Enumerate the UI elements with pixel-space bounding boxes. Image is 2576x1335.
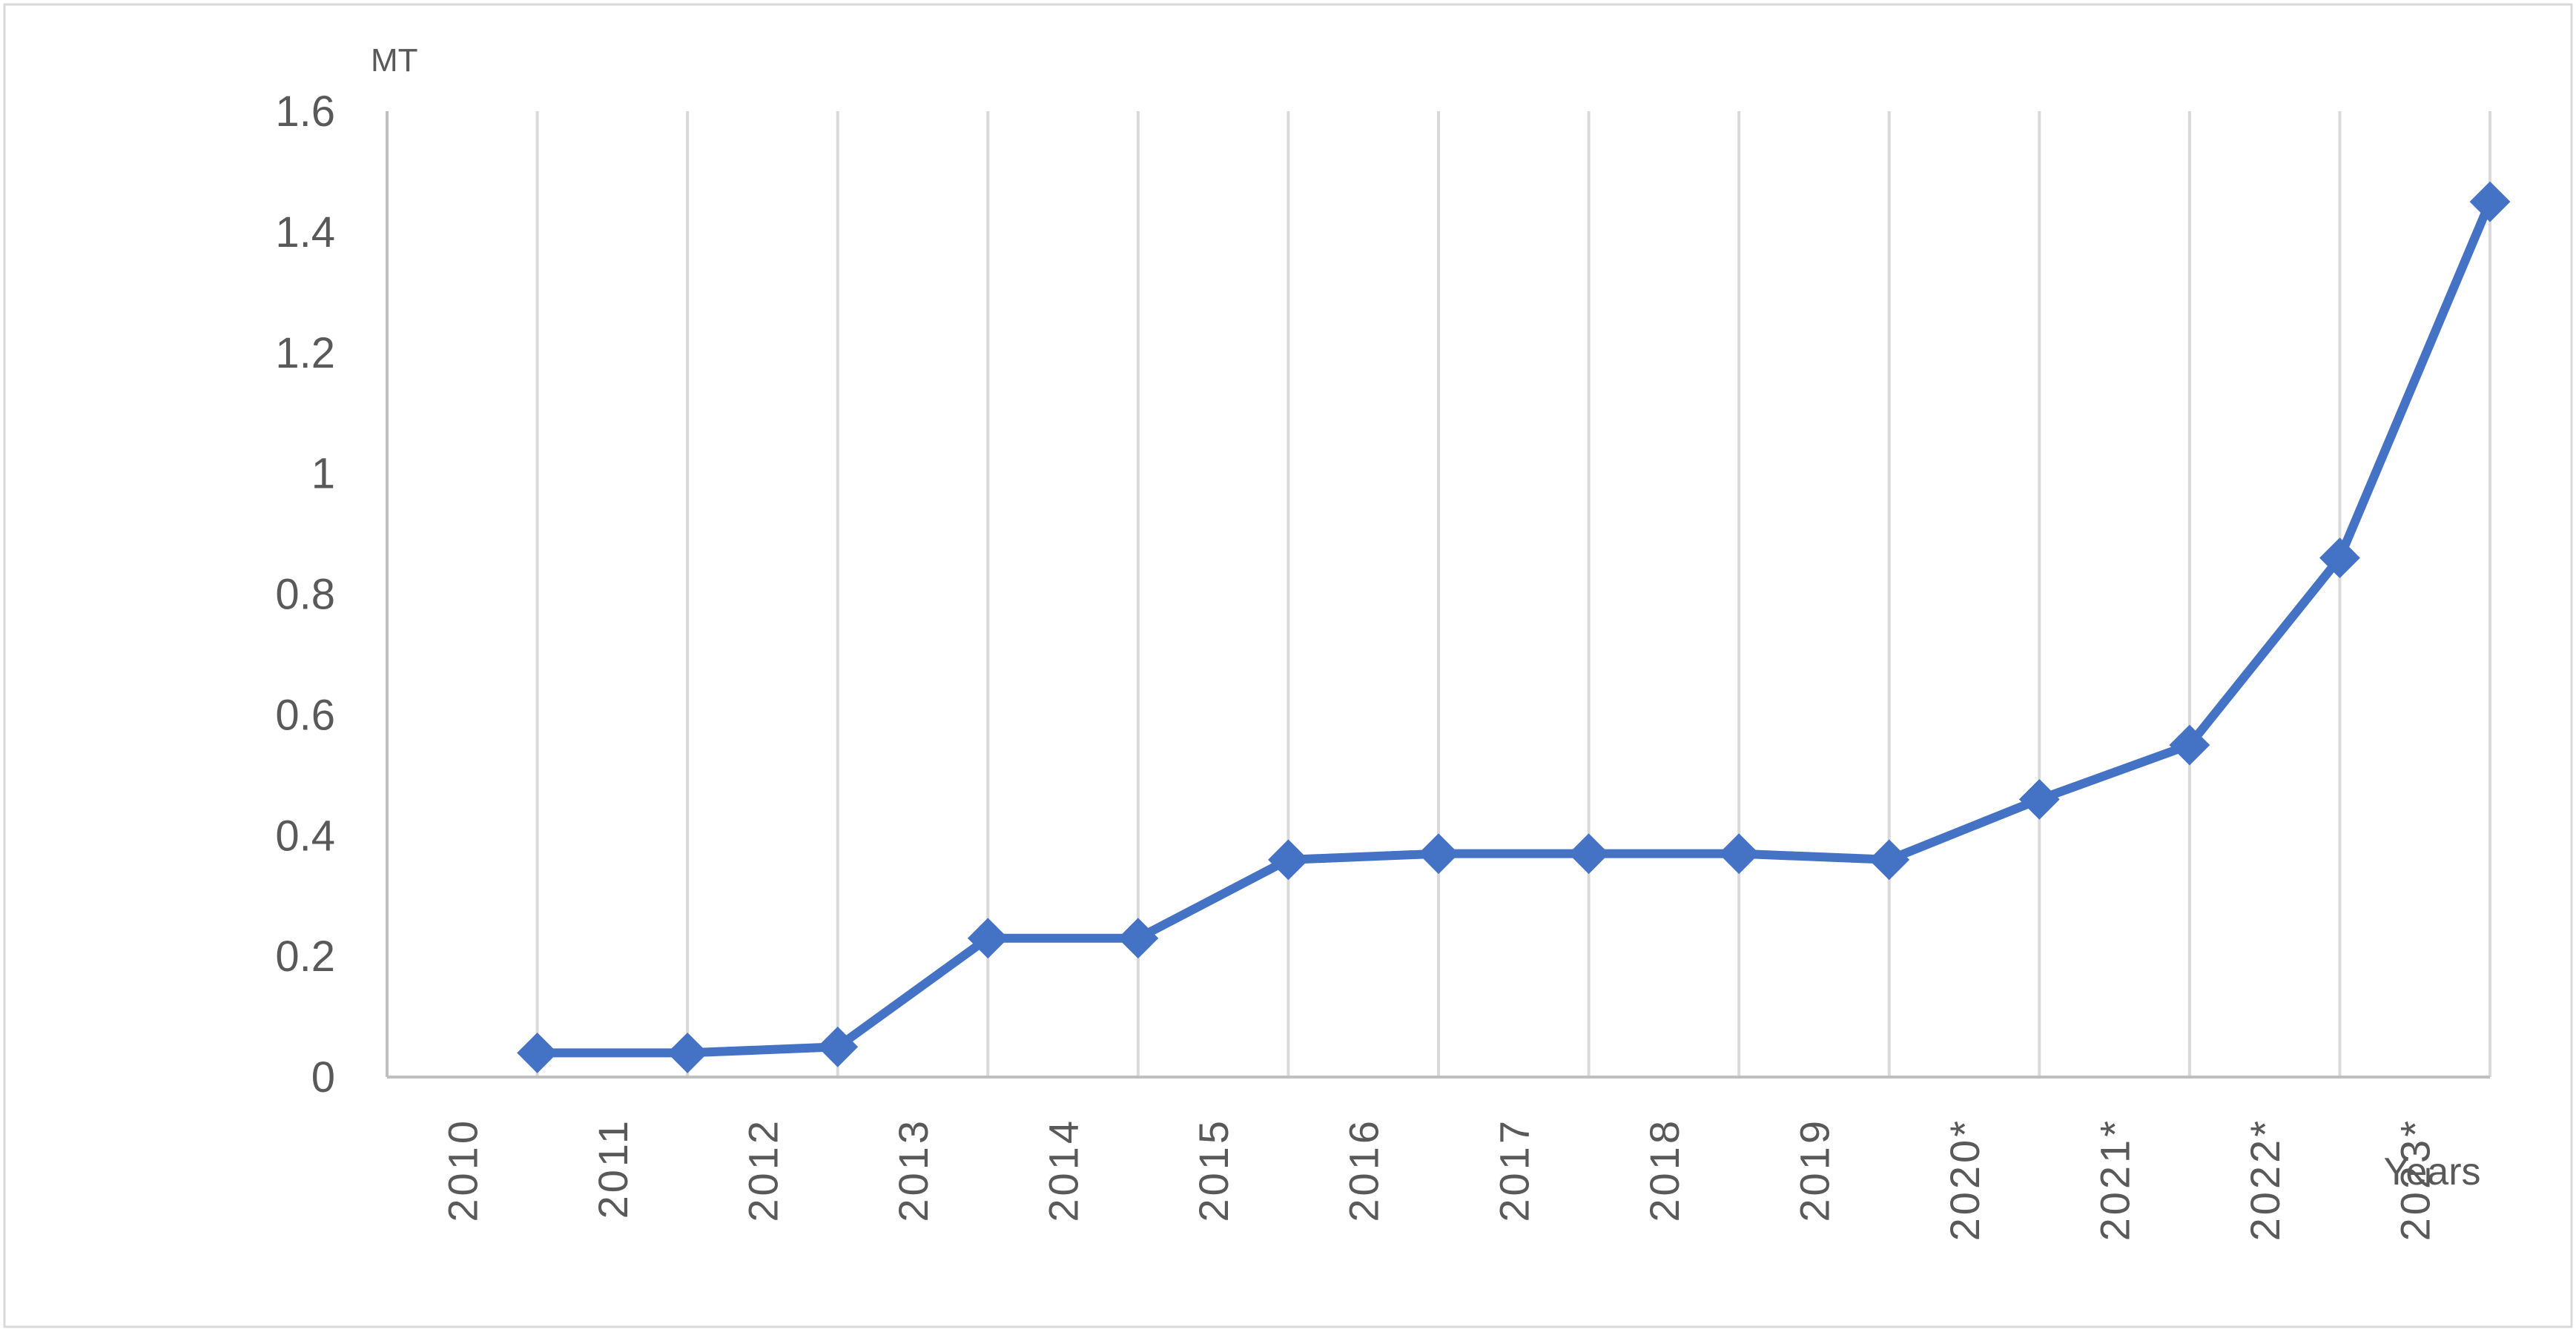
y-tick-label: 0.8	[275, 571, 335, 619]
x-tick-label: 2018	[1641, 1118, 1688, 1222]
y-tick-label: 0.4	[275, 812, 335, 860]
gridlines	[535, 111, 2491, 1077]
y-tick-label: 0	[311, 1053, 335, 1102]
y-axis-unit-label: MT	[371, 42, 418, 79]
x-tick-label: 2013	[890, 1118, 937, 1222]
y-tick-label: 1.6	[275, 87, 335, 136]
x-tick-label: 2010	[439, 1118, 486, 1222]
x-tick-label: 2020*	[1941, 1118, 1988, 1241]
y-tick-label: 1.4	[275, 208, 335, 256]
x-tick-label: 2011	[589, 1118, 636, 1219]
x-tick-label: 2015	[1190, 1118, 1237, 1222]
axis-labels: MT Years	[371, 42, 2481, 1193]
data-point-marker	[1869, 839, 1910, 881]
series-layer	[517, 181, 2511, 1073]
y-tick-label: 1.2	[275, 329, 335, 377]
x-tick-label: 2021*	[2092, 1118, 2139, 1241]
x-tick-label: 2019	[1791, 1118, 1837, 1222]
axes: 0 0.2 0.4 0.6 0.8 1 1.2 1.4 1.6 2010 2011 2012 2013 2…	[275, 87, 2490, 1241]
x-tick-label: 2022*	[2242, 1118, 2288, 1241]
x-tick-label: 2023*	[2392, 1118, 2439, 1241]
data-point-marker	[1418, 833, 1459, 875]
x-tick-label: 2012	[739, 1118, 786, 1222]
data-point-marker	[967, 918, 1008, 959]
x-tick-label: 2017	[1490, 1118, 1537, 1222]
data-point-marker	[667, 1033, 708, 1073]
y-tick-label: 0.2	[275, 932, 335, 981]
data-point-marker	[817, 1026, 859, 1067]
x-tick-label: 2014	[1040, 1118, 1087, 1222]
y-tick-label: 0.6	[275, 691, 335, 739]
data-point-marker	[517, 1033, 558, 1073]
x-tick-label: 2016	[1341, 1118, 1387, 1222]
data-point-marker	[2018, 778, 2060, 820]
series-line	[537, 199, 2494, 1058]
y-tick-label: 1	[311, 450, 335, 498]
data-point-marker	[1117, 918, 1159, 959]
data-point-marker	[1268, 839, 1309, 881]
data-point-marker	[2469, 181, 2511, 222]
data-point-marker	[1718, 833, 1760, 875]
data-point-marker	[2319, 537, 2360, 579]
data-point-marker	[1568, 833, 1609, 875]
x-axis-title: Years	[2383, 1150, 2480, 1193]
data-point-marker	[2169, 724, 2210, 766]
